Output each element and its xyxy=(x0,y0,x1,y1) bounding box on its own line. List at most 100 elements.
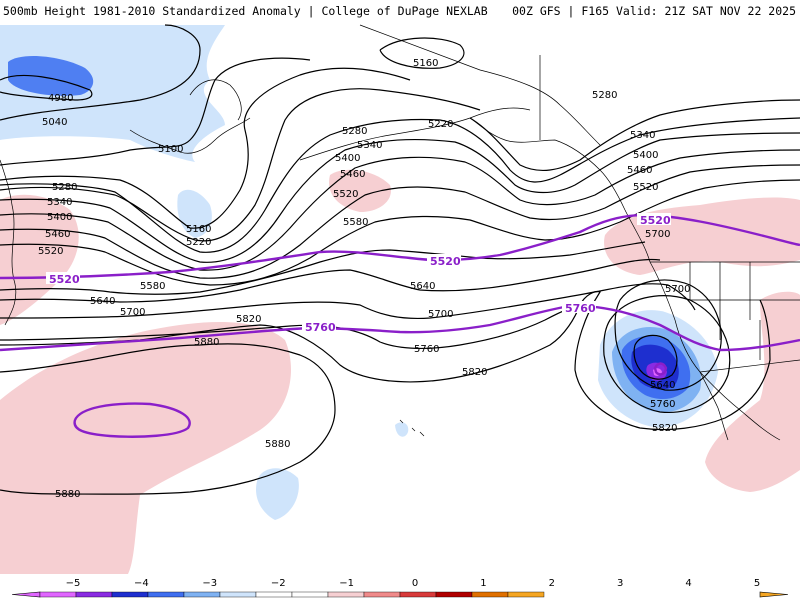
highlight-contour-5760 xyxy=(0,304,800,352)
anomaly-core-west xyxy=(8,56,94,96)
legend-color-swatch xyxy=(471,591,509,598)
coast-alaska-north xyxy=(359,24,601,146)
contour-label: 5820 xyxy=(462,367,487,378)
contour-label: 5880 xyxy=(265,439,290,450)
contour-label: 5280 xyxy=(52,182,77,193)
label-background xyxy=(46,272,80,284)
coast-hawaii xyxy=(399,419,425,437)
height-contours xyxy=(0,24,800,495)
contour-label: 5100 xyxy=(158,144,183,155)
contour-label: 5460 xyxy=(627,165,652,176)
legend-tick-label: 3 xyxy=(617,578,623,589)
contour-5460 xyxy=(0,164,800,279)
contour-5160 xyxy=(0,67,411,229)
legend-tick-label: 4 xyxy=(685,578,691,589)
label-background xyxy=(637,213,671,225)
contour-label: 5820 xyxy=(236,314,261,325)
contour-label: 5520 xyxy=(333,189,358,200)
highlight-labels: 5520 5520 5520 5760 5760 xyxy=(46,213,671,334)
anomaly-region-hawaii xyxy=(395,422,409,437)
legend-color-swatch xyxy=(39,591,77,598)
border-us-mexico xyxy=(699,359,800,373)
anomaly-region-west-pacific xyxy=(0,194,79,325)
legend-tick-labels: −5 −4 −3 −2 −1 0 1 2 3 4 5 xyxy=(66,578,761,589)
contour-label: 5340 xyxy=(630,130,655,141)
legend-color-swatch xyxy=(111,591,149,598)
contour-label: 5760 xyxy=(414,344,439,355)
legend-tick-label: −1 xyxy=(339,578,354,589)
contour-label: 5040 xyxy=(42,117,67,128)
contour-label: 5520 xyxy=(633,182,658,193)
coast-kamchatka xyxy=(129,117,251,154)
contour-label: 5640 xyxy=(650,380,675,391)
contour-5820 xyxy=(0,290,771,431)
contour-5100 xyxy=(0,57,311,166)
contour-label: 5820 xyxy=(652,423,677,434)
legend-tick-label: −4 xyxy=(134,578,149,589)
contour-label: 5700 xyxy=(120,307,145,318)
color-legend: −5 −4 −3 −2 −1 0 1 2 3 4 5 xyxy=(0,574,800,600)
highlight-label: 5760 xyxy=(305,321,336,334)
legend-tick-label: 1 xyxy=(480,578,486,589)
contour-5400 xyxy=(0,149,800,271)
coast-aleutian-chain xyxy=(299,107,531,161)
legend-color-swatch xyxy=(363,591,401,598)
legend-tick-label: 5 xyxy=(754,578,760,589)
anomaly-region-aleutians xyxy=(329,169,391,212)
contour-5760 xyxy=(0,301,591,350)
legend-color-swatch xyxy=(219,591,257,598)
legend-color-swatch xyxy=(255,591,293,598)
contour-5760-cutoff xyxy=(603,295,731,414)
contour-label: 5280 xyxy=(342,126,367,137)
map-title: 500mb Height 1981-2010 Standardized Anom… xyxy=(3,4,488,18)
highlight-label: 5520 xyxy=(430,255,461,268)
contour-5580-cutoff xyxy=(633,334,678,380)
anomaly-region-south xyxy=(255,468,299,520)
legend-tick-label: −2 xyxy=(271,578,286,589)
legend-color-swatch xyxy=(183,591,221,598)
highlight-contour-5520 xyxy=(0,213,800,280)
contour-label: 5340 xyxy=(47,197,72,208)
highlight-contours xyxy=(0,213,800,438)
state-borders xyxy=(689,262,800,360)
contour-label: 5700 xyxy=(645,229,670,240)
map-header: 500mb Height 1981-2010 Standardized Anom… xyxy=(0,0,800,20)
contour-labels: 4980 5040 5100 5160 5160 5220 5220 5280 … xyxy=(38,58,690,500)
contour-label: 5400 xyxy=(335,153,360,164)
legend-tick-label: 2 xyxy=(549,578,555,589)
coast-asia xyxy=(0,159,17,326)
contour-5520 xyxy=(0,179,800,286)
contour-5640-cutoff xyxy=(614,279,722,391)
coast-siberia-east xyxy=(189,79,242,121)
contour-label: 5520 xyxy=(38,246,63,257)
model-run-label: 00Z GFS | F165 Valid: 21Z SAT NOV 22 202… xyxy=(512,4,796,18)
anomaly-region-mexico xyxy=(705,291,800,492)
contour-label: 5700 xyxy=(665,284,690,295)
legend-color-bar xyxy=(11,591,789,598)
contour-label: 5400 xyxy=(633,150,658,161)
contour-label: 4980 xyxy=(48,93,73,104)
legend-color-swatch xyxy=(435,591,473,598)
legend-arrow-right xyxy=(759,591,789,598)
contour-5280 xyxy=(0,117,800,253)
contour-5700 xyxy=(0,283,696,320)
legend-color-swatch xyxy=(291,591,329,598)
contour-5640 xyxy=(0,258,661,303)
contour-label: 5340 xyxy=(357,140,382,151)
contour-label: 5580 xyxy=(343,217,368,228)
contour-label: 5160 xyxy=(413,58,438,69)
contour-label: 5220 xyxy=(186,237,211,248)
legend-color-swatch xyxy=(75,591,113,598)
contour-label: 5160 xyxy=(186,224,211,235)
contour-5880 xyxy=(0,343,336,495)
contour-label: 5580 xyxy=(140,281,165,292)
contour-label: 5460 xyxy=(45,229,70,240)
contour-label: 5280 xyxy=(592,90,617,101)
highlight-label: 5520 xyxy=(640,214,671,227)
highlight-label: 5520 xyxy=(49,273,80,286)
anomaly-region-mid xyxy=(177,189,212,238)
contour-label: 5640 xyxy=(90,296,115,307)
contour-4980 xyxy=(0,74,93,101)
contour-label: 5700 xyxy=(428,309,453,320)
contour-5580 xyxy=(0,241,646,295)
